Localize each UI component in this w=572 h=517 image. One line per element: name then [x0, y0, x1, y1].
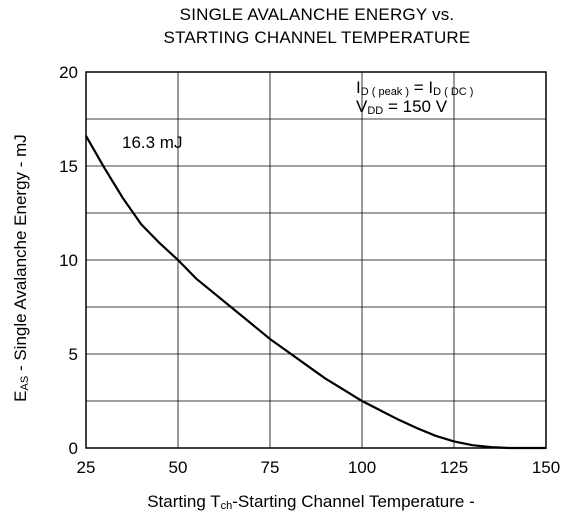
cond2-symbol: V: [356, 97, 368, 116]
y-axis-label-pre: E: [11, 390, 30, 401]
cond2-symbol-sub: DD: [367, 105, 383, 117]
cond1-symbol-sub: D ( peak ): [361, 86, 409, 98]
y-tick-label: 15: [59, 157, 78, 176]
x-tick-labels: 25 50 75 100 125 150: [77, 458, 561, 477]
condition-line-1: ID ( peak ) = ID ( DC ): [356, 78, 473, 98]
cond2-eq: = 150 V: [383, 97, 447, 116]
annotation-label: 16.3 mJ: [122, 133, 182, 152]
x-tick-label: 125: [440, 458, 468, 477]
x-tick-label: 100: [348, 458, 376, 477]
x-axis-label-sub: ch: [221, 500, 233, 512]
x-tick-label: 50: [169, 458, 188, 477]
condition-line-2: VDD = 150 V: [356, 97, 448, 117]
y-tick-label: 10: [59, 251, 78, 270]
y-axis-label-sub: AS: [19, 376, 31, 391]
y-axis-label: EAS - Single Avalanche Energy - mJ: [11, 134, 31, 402]
cond1-eq: = I: [409, 78, 433, 97]
chart-subtitle: STARTING CHANNEL TEMPERATURE: [163, 28, 471, 47]
x-tick-label: 150: [532, 458, 560, 477]
x-axis-label-pre: Starting T: [147, 492, 220, 511]
plot-frame: [85, 71, 547, 449]
series-line: [85, 135, 546, 450]
x-axis-label-post: -Starting Channel Temperature -: [232, 492, 475, 511]
cond1-symbol: I: [356, 78, 361, 97]
x-axis-label: Starting Tch-Starting Channel Temperatur…: [147, 492, 475, 512]
y-axis-label-post: - Single Avalanche Energy - mJ: [11, 134, 30, 376]
y-tick-label: 20: [59, 63, 78, 82]
y-tick-label: 0: [69, 439, 78, 458]
x-tick-label: 75: [261, 458, 280, 477]
grid-lines: [85, 71, 547, 449]
y-tick-label: 5: [69, 345, 78, 364]
cond1-eq-sub: D ( DC ): [433, 86, 473, 98]
chart-title: SINGLE AVALANCHE ENERGY vs.: [179, 5, 455, 24]
x-tick-label: 25: [77, 458, 96, 477]
y-tick-labels: 0 5 10 15 20: [59, 63, 78, 458]
